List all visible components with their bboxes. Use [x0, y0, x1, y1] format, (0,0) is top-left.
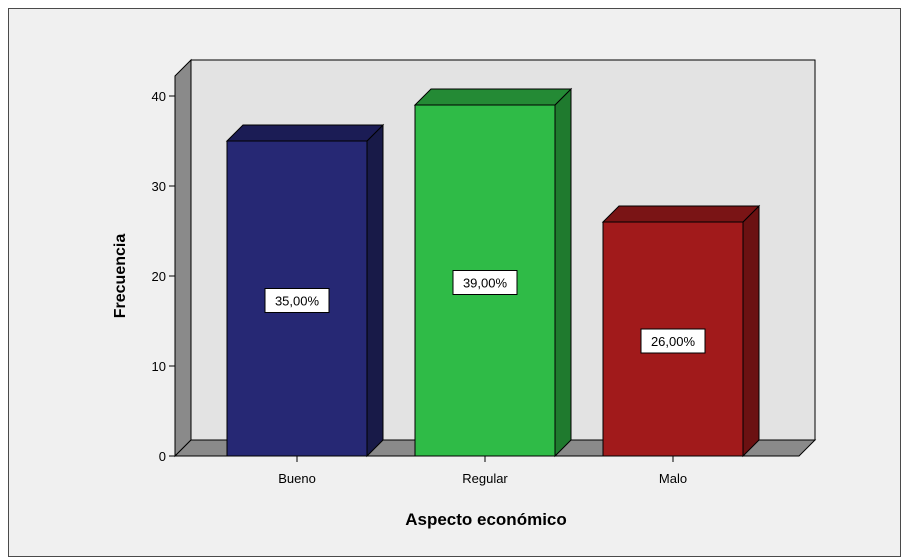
- y-tick-label: 40: [152, 89, 166, 104]
- data-label-box: [264, 288, 330, 313]
- bar-top: [413, 88, 573, 106]
- data-label-box: [640, 328, 706, 354]
- chart-frame: 0 10 20 30 40 35,00% 39,00% 26,00% Bueno Regula…: [8, 8, 901, 557]
- y-axis: 0 10 20 30 40: [152, 76, 176, 464]
- y-tick-label: 20: [152, 269, 166, 284]
- bar-side: [554, 87, 572, 458]
- y-tick-label: 30: [152, 179, 166, 194]
- x-axis: Bueno Regular Malo: [278, 456, 687, 486]
- x-tick-label: Regular: [462, 471, 508, 486]
- bar-chart: 0 10 20 30 40 35,00% 39,00% 26,00% Bueno Regula…: [112, 58, 817, 529]
- bar-group: 39,00%: [413, 87, 573, 458]
- bar-side: [366, 123, 384, 458]
- y-tick-label: 10: [152, 359, 166, 374]
- bars: 35,00% 39,00% 26,00%: [225, 87, 761, 458]
- x-tick-label: Bueno: [278, 471, 316, 486]
- y-tick-label: 0: [159, 449, 166, 464]
- x-axis-label: Aspecto económico: [405, 510, 567, 529]
- data-label: 39,00%: [463, 276, 508, 291]
- data-label: 26,00%: [651, 334, 696, 349]
- plot-side-wall: [174, 58, 192, 458]
- bar-side: [742, 204, 760, 458]
- data-label: 35,00%: [275, 294, 320, 309]
- bar-top: [225, 124, 385, 142]
- bar-group: 26,00%: [601, 204, 761, 458]
- data-label-box: [452, 270, 518, 295]
- bar-top: [601, 205, 761, 223]
- y-axis-label: Frecuencia: [112, 234, 129, 319]
- bar-group: 35,00%: [225, 123, 385, 458]
- x-tick-label: Malo: [659, 471, 687, 486]
